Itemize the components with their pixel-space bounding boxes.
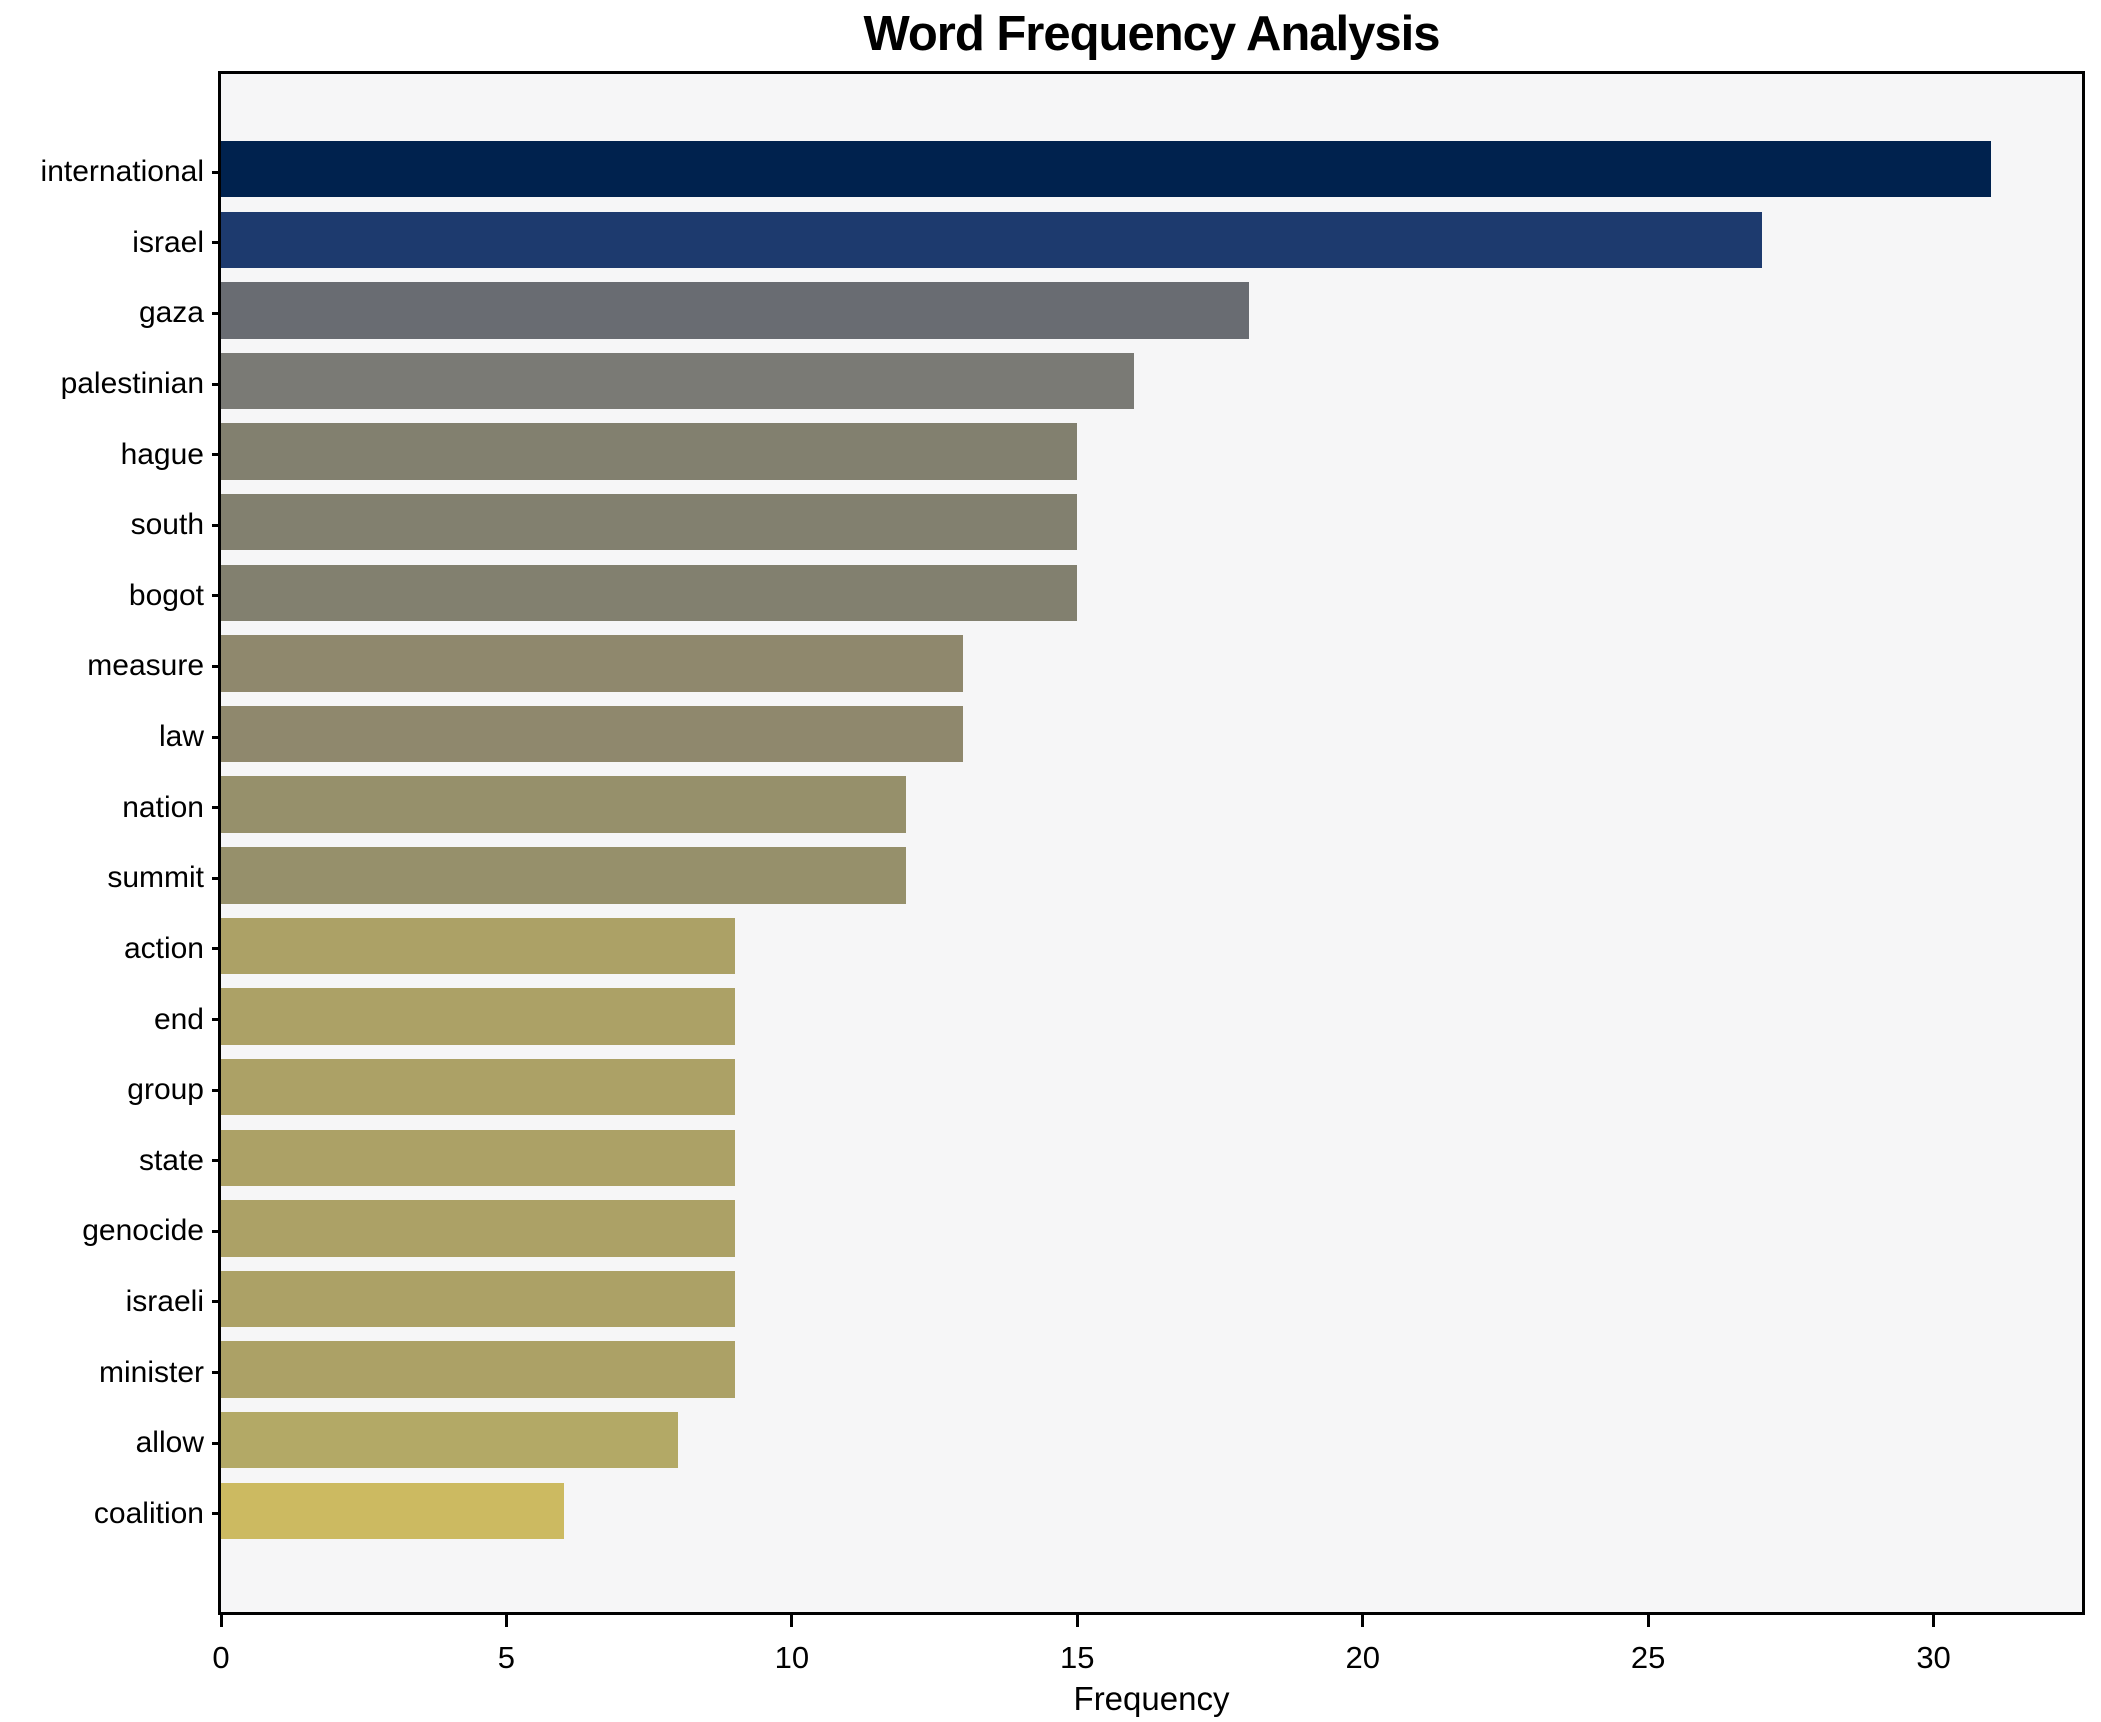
x-axis-title: Frequency	[1073, 1680, 1230, 1717]
y-tick-mark	[212, 947, 221, 951]
bar-israeli	[221, 1270, 735, 1328]
y-tick-label-minister: minister	[98, 1355, 204, 1389]
bar-summit	[221, 847, 907, 904]
y-tick-label-hague: hague	[120, 437, 204, 471]
y-tick-mark	[212, 594, 221, 598]
y-tick-mark	[212, 1018, 221, 1022]
bar-bogot	[221, 564, 1078, 622]
y-tick-label-gaza: gaza	[138, 296, 204, 330]
x-tick-label-25: 25	[1630, 1640, 1666, 1675]
x-tick-label-15: 15	[1060, 1640, 1095, 1675]
bar-genocide	[221, 1200, 735, 1257]
bar-action	[221, 917, 735, 975]
y-tick-label-allow: allow	[135, 1426, 204, 1460]
x-tick-mark	[1075, 1615, 1079, 1627]
x-tick-label-0: 0	[212, 1640, 230, 1675]
y-tick-label-south: south	[130, 508, 204, 542]
y-tick-mark	[212, 1159, 221, 1163]
x-tick-mark	[219, 1615, 223, 1627]
y-tick-label-bogot: bogot	[128, 578, 204, 612]
x-tick-mark	[504, 1615, 508, 1627]
y-tick-label-israel: israel	[132, 225, 204, 259]
x-tick-mark	[1361, 1615, 1365, 1627]
bar-international	[221, 140, 1991, 198]
y-tick-label-palestinian: palestinian	[60, 367, 204, 400]
bar-israel	[221, 211, 1763, 268]
y-tick-label-international: international	[40, 155, 204, 189]
y-tick-mark	[212, 806, 221, 810]
bar-gaza	[221, 282, 1249, 339]
bar-state	[221, 1129, 735, 1186]
y-tick-mark	[212, 1371, 221, 1375]
bar-allow	[221, 1411, 678, 1469]
bar-south	[221, 493, 1078, 551]
y-tick-label-summit: summit	[107, 861, 204, 895]
y-tick-label-state: state	[138, 1143, 204, 1177]
y-tick-label-measure: measure	[87, 649, 204, 683]
bar-nation	[221, 776, 907, 833]
x-tick-label-30: 30	[1916, 1640, 1951, 1675]
bar-measure	[221, 635, 964, 692]
y-tick-mark	[212, 1512, 221, 1516]
y-tick-mark	[212, 1300, 221, 1304]
y-tick-mark	[212, 453, 221, 457]
bar-minister	[221, 1341, 735, 1398]
bar-palestinian	[221, 352, 1135, 410]
y-tick-mark	[212, 1088, 221, 1092]
bar-end	[221, 988, 735, 1045]
y-tick-mark	[212, 311, 221, 315]
chart-title: Word Frequency Analysis	[863, 7, 1440, 61]
y-tick-label-genocide: genocide	[82, 1214, 204, 1248]
y-tick-label-law: law	[158, 720, 204, 754]
y-tick-mark	[212, 735, 221, 739]
y-tick-label-action: action	[123, 931, 204, 965]
plot-area	[218, 71, 2085, 1615]
x-tick-label-5: 5	[497, 1640, 516, 1675]
y-tick-mark	[212, 664, 221, 668]
y-tick-mark	[212, 241, 221, 245]
x-tick-mark	[1932, 1615, 1936, 1627]
y-tick-label-israeli: israeli	[125, 1284, 204, 1318]
bar-law	[221, 705, 964, 763]
bar-coalition	[221, 1482, 564, 1540]
y-tick-label-nation: nation	[122, 790, 204, 824]
x-tick-mark	[790, 1615, 794, 1627]
y-tick-mark	[212, 523, 221, 527]
y-tick-mark	[212, 170, 221, 174]
y-tick-label-end: end	[153, 1002, 204, 1036]
bar-group	[221, 1058, 735, 1116]
y-tick-mark	[212, 382, 221, 386]
y-tick-label-group: group	[127, 1073, 204, 1107]
x-tick-mark	[1646, 1615, 1650, 1627]
x-tick-label-20: 20	[1345, 1640, 1380, 1675]
y-tick-label-coalition: coalition	[93, 1496, 204, 1530]
y-tick-mark	[212, 1441, 221, 1445]
y-tick-mark	[212, 876, 221, 880]
bar-hague	[221, 423, 1078, 480]
y-tick-mark	[212, 1229, 221, 1233]
x-tick-label-10: 10	[774, 1640, 810, 1675]
